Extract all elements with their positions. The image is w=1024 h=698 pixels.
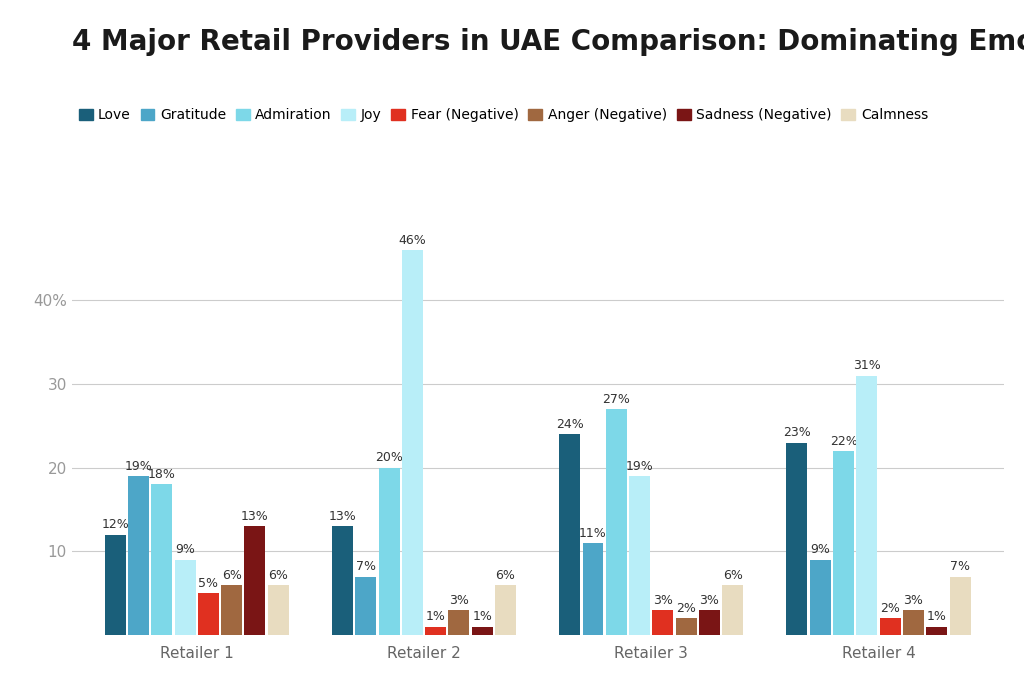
Text: 22%: 22% (829, 435, 857, 447)
Bar (152, 484, 172, 635)
Text: 11%: 11% (580, 527, 607, 540)
Text: 7%: 7% (355, 560, 376, 573)
Text: 18%: 18% (147, 468, 176, 481)
Text: 7%: 7% (950, 560, 970, 573)
Text: 9%: 9% (810, 544, 830, 556)
Bar (652, 610, 674, 635)
Text: 6%: 6% (268, 569, 288, 581)
Text: 1%: 1% (927, 611, 947, 623)
Text: 6%: 6% (496, 569, 515, 581)
Bar (198, 593, 219, 635)
Bar (128, 476, 148, 635)
Text: 13%: 13% (329, 510, 356, 523)
Bar (834, 451, 854, 635)
Text: 3%: 3% (653, 594, 673, 607)
Bar (903, 610, 924, 635)
Text: 2%: 2% (881, 602, 900, 615)
Bar (583, 543, 603, 635)
Bar (449, 610, 469, 635)
Bar (104, 535, 126, 635)
Text: 4 Major Retail Providers in UAE Comparison: Dominating Emotions: 4 Major Retail Providers in UAE Comparis… (72, 28, 1024, 56)
Bar (495, 585, 516, 635)
Bar (606, 409, 627, 635)
Bar (676, 618, 696, 635)
Text: 31%: 31% (853, 359, 881, 372)
Text: 2%: 2% (676, 602, 696, 615)
Bar (927, 627, 947, 635)
Text: 1%: 1% (472, 611, 493, 623)
Text: 46%: 46% (398, 234, 426, 246)
Bar (629, 476, 650, 635)
Bar (401, 250, 423, 635)
Text: 3%: 3% (903, 594, 924, 607)
Text: 5%: 5% (199, 577, 218, 590)
Text: 23%: 23% (783, 426, 811, 439)
Text: 3%: 3% (449, 594, 469, 607)
Bar (559, 434, 581, 635)
Text: 19%: 19% (626, 460, 653, 473)
Bar (221, 585, 242, 635)
Bar (245, 526, 265, 635)
Bar (949, 577, 971, 635)
Bar (472, 627, 493, 635)
Bar (174, 560, 196, 635)
Bar (880, 618, 901, 635)
Text: 24%: 24% (556, 418, 584, 431)
Text: 1%: 1% (426, 611, 445, 623)
Text: 27%: 27% (602, 393, 630, 406)
Bar (786, 443, 808, 635)
Bar (355, 577, 376, 635)
Bar (379, 468, 399, 635)
Bar (699, 610, 720, 635)
Bar (267, 585, 289, 635)
Text: 9%: 9% (175, 544, 195, 556)
Bar (332, 526, 353, 635)
Text: 12%: 12% (101, 519, 129, 531)
Legend: Love, Gratitude, Admiration, Joy, Fear (Negative), Anger (Negative), Sadness (Ne: Love, Gratitude, Admiration, Joy, Fear (… (79, 108, 928, 122)
Bar (856, 376, 878, 635)
Text: 13%: 13% (241, 510, 268, 523)
Text: 6%: 6% (221, 569, 242, 581)
Text: 19%: 19% (125, 460, 153, 473)
Text: 3%: 3% (699, 594, 720, 607)
Text: 20%: 20% (375, 452, 403, 464)
Bar (722, 585, 743, 635)
Text: 6%: 6% (723, 569, 742, 581)
Bar (425, 627, 446, 635)
Bar (810, 560, 830, 635)
